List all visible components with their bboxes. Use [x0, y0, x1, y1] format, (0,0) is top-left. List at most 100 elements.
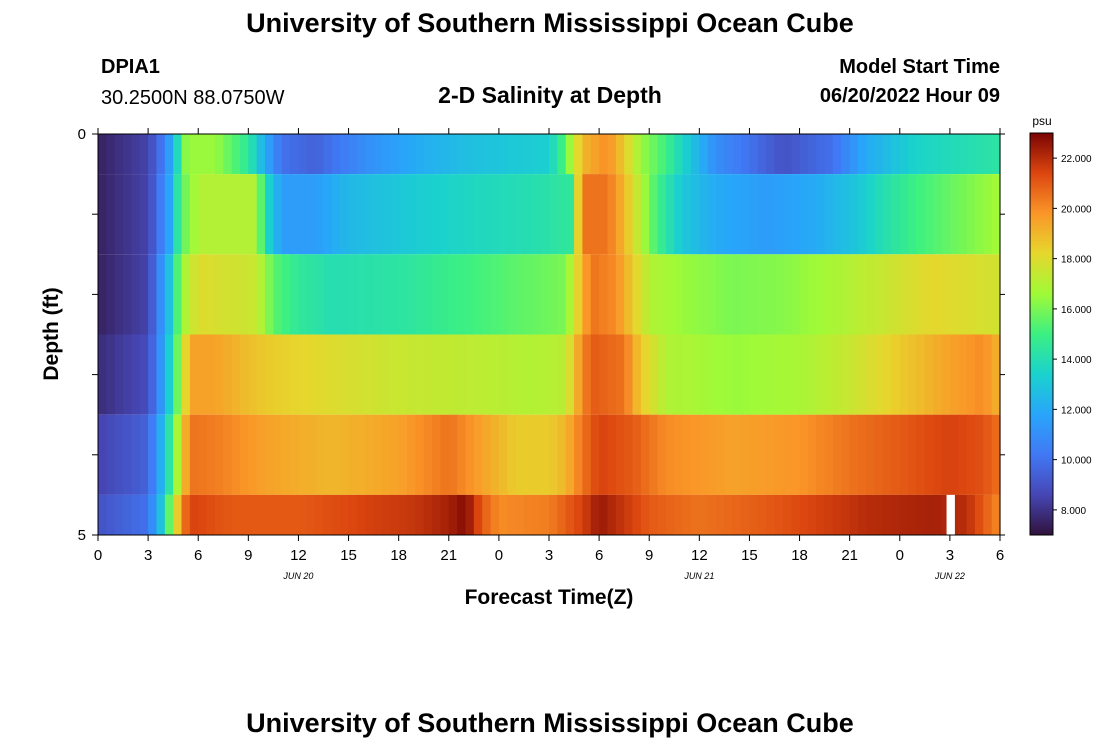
heatmap-cell	[849, 334, 859, 415]
heatmap-cell	[206, 254, 216, 335]
heatmap-cell	[824, 494, 834, 535]
heatmap-cell	[106, 254, 116, 335]
heatmap-cell	[189, 494, 199, 535]
heatmap-cell	[281, 414, 291, 495]
heatmap-cell	[189, 414, 199, 495]
heatmap-cell	[799, 414, 809, 495]
heatmap-cell	[774, 414, 784, 495]
heatmap-cell	[482, 494, 492, 535]
heatmap-cell	[941, 334, 951, 415]
heatmap-cell	[290, 494, 300, 535]
heatmap-cell	[173, 414, 183, 495]
heatmap-cell	[866, 334, 876, 415]
heatmap-cell	[457, 334, 467, 415]
heatmap-cell	[340, 334, 350, 415]
heatmap-cell	[131, 174, 141, 255]
heatmap-cell	[816, 494, 826, 535]
heatmap-cell	[507, 134, 517, 175]
heatmap-cell	[181, 494, 191, 535]
heatmap-cell	[373, 254, 383, 335]
heatmap-cell	[214, 174, 224, 255]
heatmap-cell	[699, 494, 709, 535]
heatmap-cell	[991, 134, 1001, 175]
heatmap-cell	[164, 334, 174, 415]
heatmap-cell	[532, 494, 542, 535]
x-tick-label: 12	[691, 547, 708, 564]
heatmap-cell	[832, 174, 842, 255]
heatmap-cell	[540, 334, 550, 415]
heatmap-cell	[657, 494, 667, 535]
heatmap-cell	[415, 134, 425, 175]
heatmap-cell	[866, 494, 876, 535]
heatmap-cell	[189, 254, 199, 335]
heatmap-cell	[949, 414, 959, 495]
heatmap-cell	[565, 334, 575, 415]
heatmap-cell	[281, 174, 291, 255]
heatmap-cell	[816, 334, 826, 415]
heatmap-cell	[457, 174, 467, 255]
heatmap-cell	[365, 174, 375, 255]
heatmap-cell	[908, 334, 918, 415]
date-label: JUN 20	[282, 571, 313, 581]
heatmap-cell	[849, 414, 859, 495]
heatmap-cell	[632, 494, 642, 535]
heatmap-cell	[724, 414, 734, 495]
heatmap-cell	[782, 174, 792, 255]
heatmap-cell	[298, 334, 308, 415]
heatmap-cell	[565, 414, 575, 495]
heatmap-cell	[348, 134, 358, 175]
heatmap-cell	[774, 134, 784, 175]
heatmap-cell	[198, 414, 208, 495]
heatmap-cell	[457, 414, 467, 495]
heatmap-cell	[323, 334, 333, 415]
heatmap-cell	[741, 414, 751, 495]
page-title: University of Southern Mississippi Ocean…	[246, 8, 854, 38]
heatmap-cell	[883, 174, 893, 255]
station-coordinates: 30.2500N 88.0750W	[101, 87, 285, 109]
heatmap-cell	[440, 494, 450, 535]
heatmap-cell	[373, 414, 383, 495]
x-tick-label: 0	[495, 547, 503, 564]
heatmap-cell	[114, 334, 124, 415]
heatmap-cell	[716, 134, 725, 175]
heatmap-cell	[432, 254, 442, 335]
heatmap-cell	[732, 494, 742, 535]
heatmap-cell	[214, 134, 224, 175]
heatmap-cell	[624, 134, 634, 175]
x-tick-label: 15	[340, 547, 357, 564]
heatmap-cell	[131, 414, 141, 495]
heatmap-cell	[214, 254, 224, 335]
heatmap-cell	[281, 254, 291, 335]
heatmap-cell	[331, 134, 341, 175]
heatmap-cell	[891, 174, 901, 255]
heatmap-cell	[290, 414, 300, 495]
heatmap-cell	[98, 134, 107, 175]
heatmap-cell	[173, 334, 183, 415]
heatmap-cell	[674, 494, 684, 535]
heatmap-cell	[716, 414, 725, 495]
heatmap-cell	[448, 334, 458, 415]
heatmap-cell	[106, 414, 116, 495]
heatmap-cell	[532, 254, 542, 335]
x-tick-label: 21	[440, 547, 457, 564]
heatmap-cell	[924, 414, 934, 495]
heatmap-cell	[407, 254, 416, 335]
heatmap-cell	[482, 134, 492, 175]
heatmap-cell	[315, 134, 325, 175]
heatmap-cell	[866, 414, 876, 495]
heatmap-cell	[315, 254, 325, 335]
heatmap-cell	[189, 134, 199, 175]
heatmap-cell	[381, 174, 391, 255]
heatmap-cell	[624, 174, 634, 255]
heatmap-cell	[640, 414, 650, 495]
heatmap-cell	[407, 134, 416, 175]
heatmap-cell	[958, 494, 968, 535]
heatmap-cell	[281, 334, 291, 415]
heatmap-cell	[365, 254, 375, 335]
y-tick-label: 5	[78, 527, 86, 544]
heatmap-cell	[615, 494, 625, 535]
heatmap-cell	[665, 494, 675, 535]
heatmap-cell	[607, 174, 617, 255]
heatmap-cell	[974, 494, 984, 535]
heatmap-cell	[123, 174, 133, 255]
